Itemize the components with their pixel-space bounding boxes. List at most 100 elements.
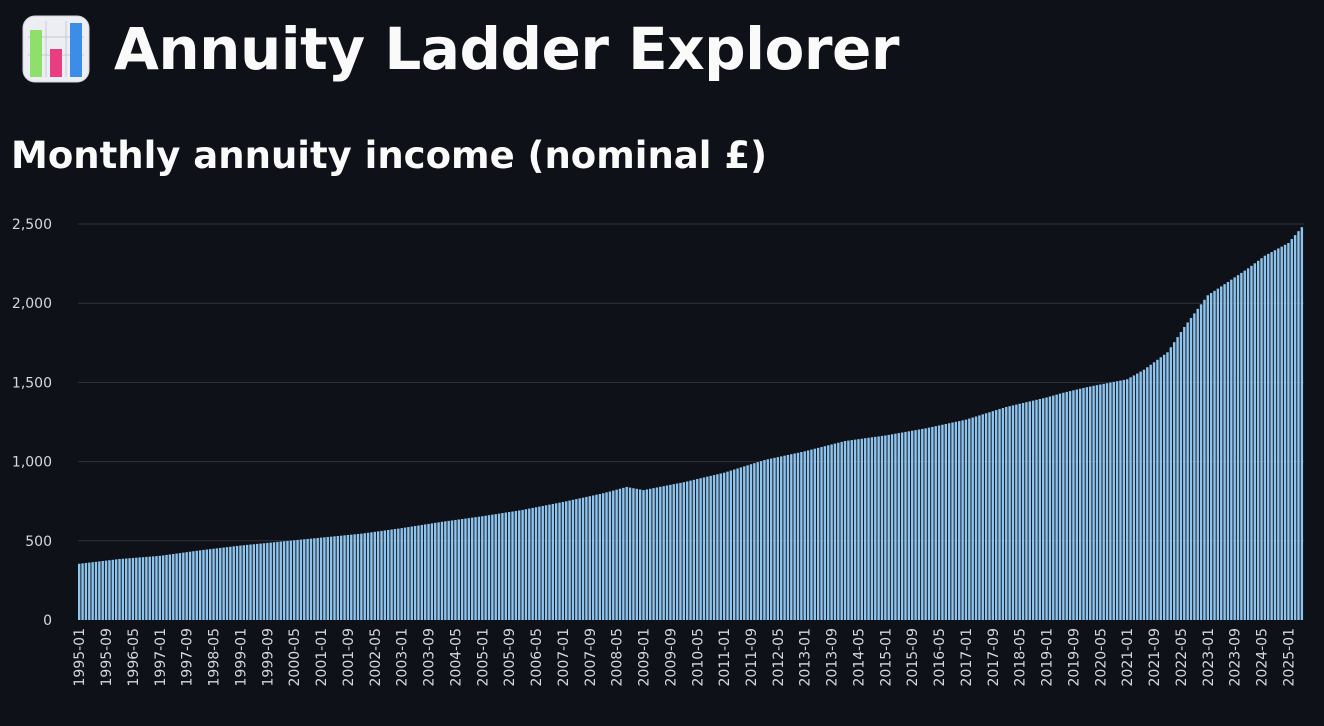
bar (968, 418, 971, 620)
bar (917, 429, 921, 620)
bar (608, 491, 612, 620)
bar (1270, 252, 1273, 620)
bar (467, 518, 471, 620)
bar (1089, 386, 1092, 620)
bar (894, 433, 897, 620)
bar (1095, 385, 1099, 620)
bar (360, 533, 363, 620)
bar (192, 551, 195, 620)
bar (366, 532, 370, 620)
bar (1183, 326, 1186, 620)
x-tick-label: 2020-05 (1093, 628, 1109, 687)
bar (481, 516, 484, 620)
x-tick-label: 2023-01 (1201, 628, 1217, 687)
bar (558, 502, 561, 620)
bar (669, 484, 672, 620)
bar (1082, 387, 1085, 620)
bar (306, 538, 309, 620)
x-tick-label: 2007-01 (556, 628, 572, 687)
bar (729, 470, 733, 620)
bar (339, 535, 343, 620)
bar (769, 458, 773, 620)
bar (1263, 255, 1267, 620)
y-tick-label: 2,000 (12, 296, 52, 312)
bar (1297, 231, 1300, 620)
bar (242, 545, 246, 620)
bar (393, 529, 397, 620)
bar (413, 526, 417, 620)
bar (934, 426, 937, 620)
bar (1162, 354, 1166, 620)
bar (1109, 382, 1112, 620)
x-tick-label: 2024-05 (1255, 628, 1271, 687)
bar (507, 512, 511, 620)
bar (131, 557, 135, 620)
bar (655, 487, 659, 620)
bar (951, 422, 954, 620)
bar (749, 464, 753, 620)
bar (1173, 342, 1176, 620)
bar (706, 476, 709, 620)
bar (900, 432, 904, 620)
bar (1277, 248, 1280, 620)
bar (484, 515, 487, 620)
bar (1139, 371, 1142, 620)
bar (1136, 373, 1139, 620)
x-tick-label: 2023-09 (1228, 628, 1244, 687)
bar (420, 524, 424, 620)
x-tick-label: 1997-01 (153, 628, 169, 687)
bar (1236, 275, 1240, 620)
bar (870, 437, 874, 620)
bar (303, 539, 306, 620)
x-tick-label: 2021-09 (1147, 628, 1163, 687)
bar (1287, 243, 1290, 620)
bar (978, 415, 981, 620)
bar (1028, 401, 1031, 620)
bar (1233, 277, 1236, 620)
bar (927, 427, 931, 620)
bar (736, 468, 739, 620)
bar (125, 558, 128, 620)
bar (1253, 263, 1257, 620)
bar (971, 417, 974, 620)
bar (1112, 381, 1115, 620)
bar (585, 496, 588, 620)
bar (286, 540, 289, 620)
x-tick-label: 2006-05 (529, 628, 545, 687)
bar (1186, 322, 1189, 620)
bar (504, 512, 507, 620)
bar (1226, 281, 1230, 620)
bar (1193, 313, 1196, 620)
bar (672, 484, 675, 620)
bar (783, 455, 786, 620)
bar (998, 409, 1001, 620)
bar (487, 515, 491, 620)
bar (245, 544, 249, 620)
bar (877, 436, 880, 620)
bar (981, 414, 984, 620)
x-tick-label: 2019-01 (1040, 628, 1056, 687)
bar (568, 500, 571, 620)
bar (98, 561, 101, 620)
bar (874, 436, 877, 620)
bar (534, 507, 538, 620)
bar (790, 454, 793, 620)
bar (726, 471, 729, 620)
bar (759, 461, 763, 620)
bar (746, 465, 749, 620)
x-tick-label: 2022-05 (1174, 628, 1190, 687)
bar (907, 431, 911, 620)
y-tick-label: 0 (43, 613, 52, 629)
bar (329, 536, 333, 620)
bar (521, 509, 524, 620)
bar (1092, 385, 1095, 620)
bar (447, 520, 450, 620)
x-tick-label: 2010-05 (690, 628, 706, 687)
bar (165, 554, 168, 620)
bar (709, 475, 712, 620)
bar (121, 558, 125, 620)
bar (528, 508, 531, 620)
bar (212, 548, 215, 620)
bar (853, 439, 857, 620)
x-tick-label: 2017-01 (959, 628, 975, 687)
